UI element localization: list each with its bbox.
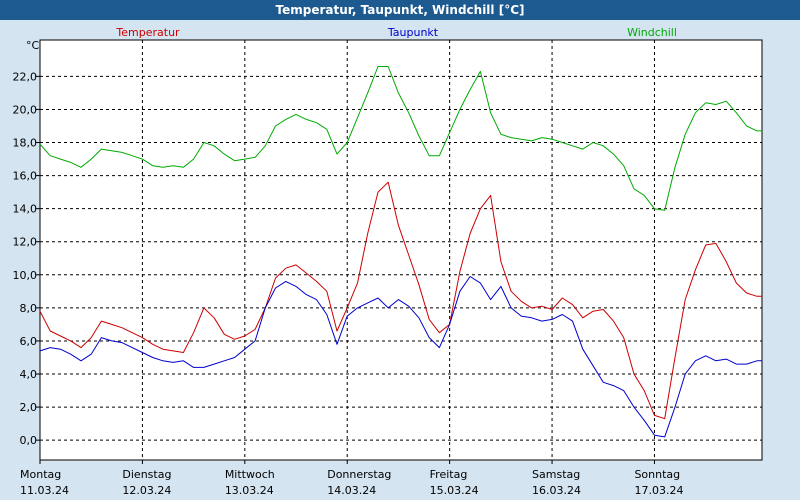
y-tick-label: 10,0	[13, 269, 38, 282]
chart-title: Temperatur, Taupunkt, Windchill [°C]	[0, 0, 800, 20]
x-tick-date: 16.03.24	[532, 484, 581, 497]
series-line-temperatur	[39, 181, 762, 420]
x-tick-day: Dienstag	[122, 468, 171, 481]
y-tick-label: 0,0	[20, 434, 38, 447]
x-tick-date: 13.03.24	[225, 484, 274, 497]
legend: Temperatur Taupunkt Windchill	[115, 26, 677, 39]
x-tick-day: Montag	[20, 468, 61, 481]
x-tick-date: 12.03.24	[122, 484, 171, 497]
x-tick-day: Samstag	[532, 468, 580, 481]
x-tick-date: 14.03.24	[327, 484, 376, 497]
x-tick-day: Freitag	[430, 468, 468, 481]
y-tick-label: 22,0	[13, 70, 38, 83]
legend-entry-temperatur: Temperatur	[115, 26, 180, 39]
series-line-taupunkt	[39, 276, 762, 438]
x-tick-date: 11.03.24	[20, 484, 69, 497]
y-axis-unit: °C	[26, 39, 40, 52]
series-lines	[39, 66, 762, 438]
y-tick-label: 2,0	[20, 401, 38, 414]
series-line-windchill	[39, 66, 762, 211]
x-tick-date: 15.03.24	[430, 484, 479, 497]
y-tick-label: 18,0	[13, 137, 38, 150]
y-tick-label: 6,0	[20, 335, 38, 348]
x-tick-day: Mittwoch	[225, 468, 275, 481]
x-tick-date: 17.03.24	[634, 484, 683, 497]
y-tick-label: 20,0	[13, 103, 38, 116]
y-tick-label: 8,0	[20, 302, 38, 315]
y-tick-label: 16,0	[13, 170, 38, 183]
grid	[40, 40, 762, 460]
y-tick-label: 4,0	[20, 368, 38, 381]
plot-area	[39, 39, 763, 461]
x-tick-day: Donnerstag	[327, 468, 391, 481]
legend-entry-windchill: Windchill	[627, 26, 677, 39]
x-tick-day: Sonntag	[634, 468, 680, 481]
y-tick-label: 14,0	[13, 203, 38, 216]
y-tick-label: 12,0	[13, 236, 38, 249]
y-axis-ticks: 0,0 2,0 4,0 6,0 8,0 10,0 12,0 14,0 16,0 18,0 20,0 2…	[13, 70, 40, 447]
legend-entry-taupunkt: Taupunkt	[387, 26, 439, 39]
x-axis-ticks: Montag 11.03.24 Dienstag 12.03.24 Mittwoch 13…	[20, 460, 683, 497]
